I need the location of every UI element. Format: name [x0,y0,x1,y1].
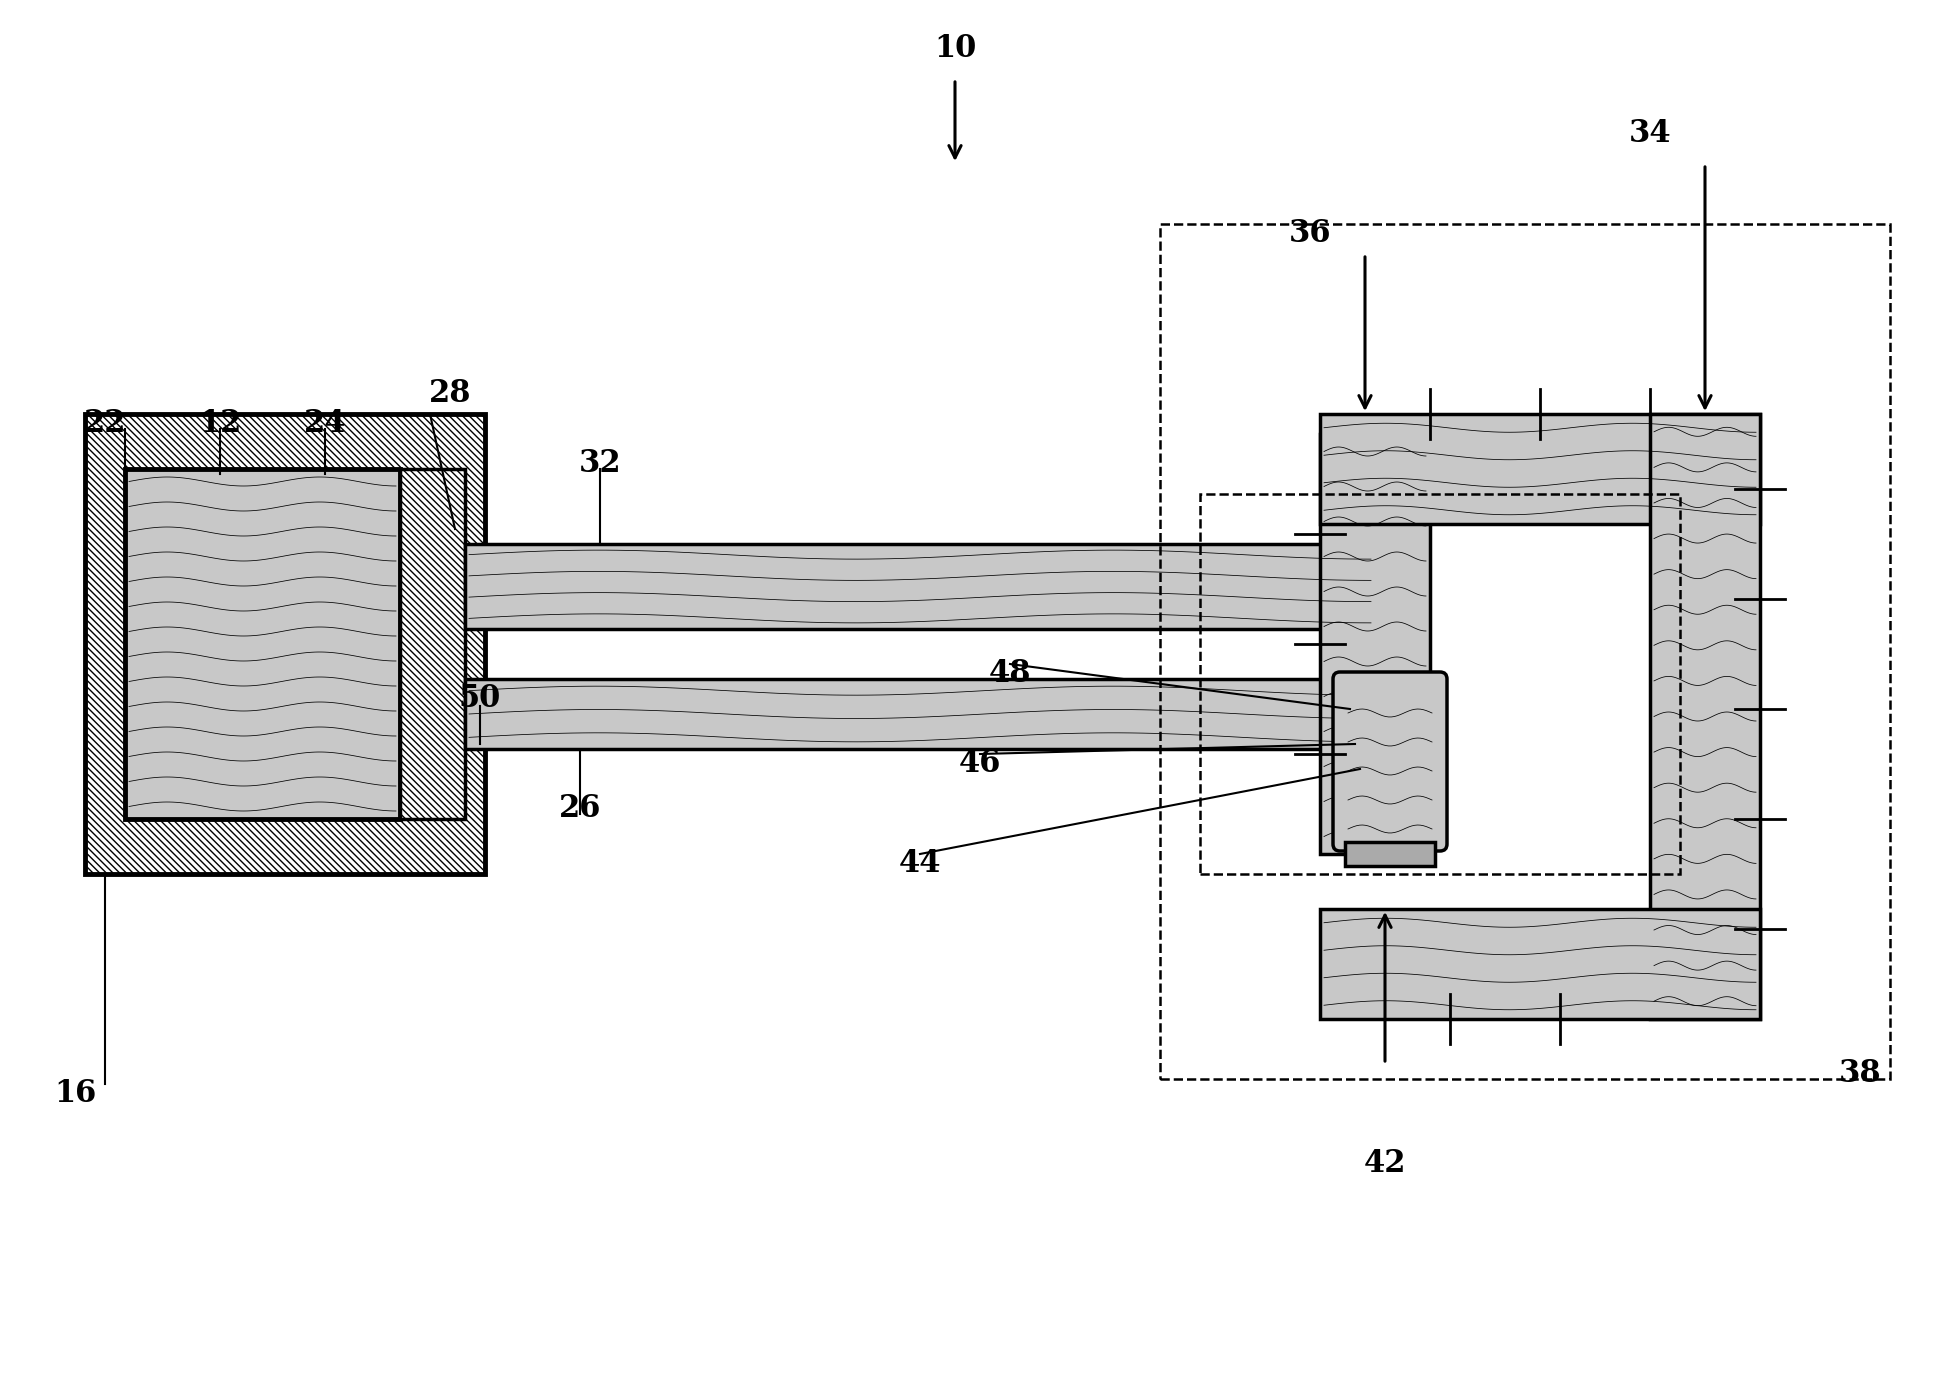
Text: 10: 10 [935,33,975,65]
Text: 12: 12 [200,408,240,440]
Bar [465,544,1375,628]
Text: 46: 46 [958,749,1001,779]
Bar [124,469,399,819]
Bar [1320,414,1761,525]
Text: 44: 44 [900,848,940,879]
Text: 16: 16 [54,1078,97,1110]
Bar [1200,494,1679,875]
Text: 28: 28 [429,378,471,410]
Text: 36: 36 [1289,219,1332,249]
Bar [1320,909,1761,1019]
Text: 42: 42 [1363,1149,1406,1179]
Text: 22: 22 [83,408,126,440]
Bar [399,469,465,819]
FancyBboxPatch shape [1332,673,1446,851]
Bar [85,414,485,875]
Text: 48: 48 [989,659,1032,689]
Bar [1346,841,1435,866]
Text: 34: 34 [1629,119,1671,149]
Bar [1160,224,1891,1080]
Text: 50: 50 [460,684,500,714]
Text: 38: 38 [1838,1059,1881,1089]
Bar [1320,435,1429,854]
Bar [1650,414,1761,1019]
Text: 32: 32 [578,448,620,479]
Text: 24: 24 [304,408,347,440]
Bar [465,680,1375,749]
Text: 26: 26 [558,793,601,825]
